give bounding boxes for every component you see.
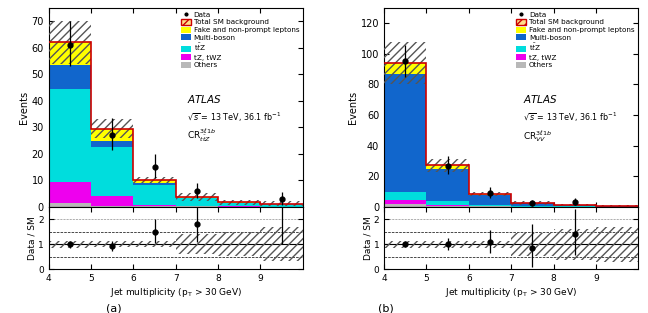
Bar [133, 205, 176, 206]
Bar [49, 42, 91, 65]
Text: CR$^{3\ell 1b}_{t\bar{t}Z}$: CR$^{3\ell 1b}_{t\bar{t}Z}$ [187, 127, 216, 144]
Bar [218, 203, 260, 206]
X-axis label: Jet multiplicity (p$_{\mathrm{T}}$ > 30 GeV): Jet multiplicity (p$_{\mathrm{T}}$ > 30 … [110, 286, 242, 299]
Bar [553, 205, 596, 207]
Bar [426, 202, 469, 204]
Bar [469, 194, 511, 195]
Bar [426, 204, 469, 206]
Bar [49, 182, 91, 203]
Bar [384, 200, 426, 204]
Bar [91, 206, 133, 207]
Bar [91, 141, 133, 147]
X-axis label: Jet multiplicity (p$_{\mathrm{T}}$ > 30 GeV): Jet multiplicity (p$_{\mathrm{T}}$ > 30 … [445, 286, 577, 299]
Bar [426, 168, 469, 202]
Legend: Data, Total SM background, Fake and non-prompt leptons, Multi-boson, t$\bar{t}$Z: Data, Total SM background, Fake and non-… [179, 10, 301, 70]
Bar [384, 74, 426, 192]
Bar [49, 89, 91, 182]
Text: (b): (b) [378, 303, 393, 313]
Bar [384, 63, 426, 74]
Bar [260, 204, 303, 207]
Bar [133, 183, 176, 185]
Bar [91, 196, 133, 206]
Text: $\mathit{ATLAS}$: $\mathit{ATLAS}$ [523, 93, 558, 105]
Bar [133, 206, 176, 207]
Text: (a): (a) [106, 303, 121, 313]
Text: $\sqrt{s}$ = 13 TeV, 36.1 fb$^{-1}$: $\sqrt{s}$ = 13 TeV, 36.1 fb$^{-1}$ [187, 111, 281, 124]
Y-axis label: Data / SM: Data / SM [363, 216, 372, 260]
Bar [384, 192, 426, 200]
Bar [596, 206, 638, 207]
Bar [133, 185, 176, 205]
Y-axis label: Events: Events [19, 91, 29, 124]
Bar [91, 129, 133, 141]
Bar [176, 198, 218, 206]
Text: $\sqrt{s}$ = 13 TeV, 36.1 fb$^{-1}$: $\sqrt{s}$ = 13 TeV, 36.1 fb$^{-1}$ [523, 111, 617, 124]
Bar [49, 65, 91, 89]
Bar [91, 147, 133, 196]
Bar [469, 205, 511, 206]
Text: CR$^{3\ell 1b}_{VV}$: CR$^{3\ell 1b}_{VV}$ [523, 129, 551, 144]
Bar [469, 195, 511, 205]
Bar [426, 206, 469, 207]
Bar [384, 204, 426, 207]
Bar [49, 203, 91, 207]
Bar [133, 180, 176, 183]
Bar [511, 206, 553, 207]
Y-axis label: Data / SM: Data / SM [28, 216, 36, 260]
Bar [426, 166, 469, 168]
Bar [176, 197, 218, 198]
Legend: Data, Total SM background, Fake and non-prompt leptons, Multi-boson, t$\bar{t}$Z: Data, Total SM background, Fake and non-… [515, 10, 636, 70]
Y-axis label: Events: Events [348, 91, 358, 124]
Text: $\mathit{ATLAS}$: $\mathit{ATLAS}$ [187, 93, 222, 105]
Bar [511, 203, 553, 206]
Bar [176, 206, 218, 207]
